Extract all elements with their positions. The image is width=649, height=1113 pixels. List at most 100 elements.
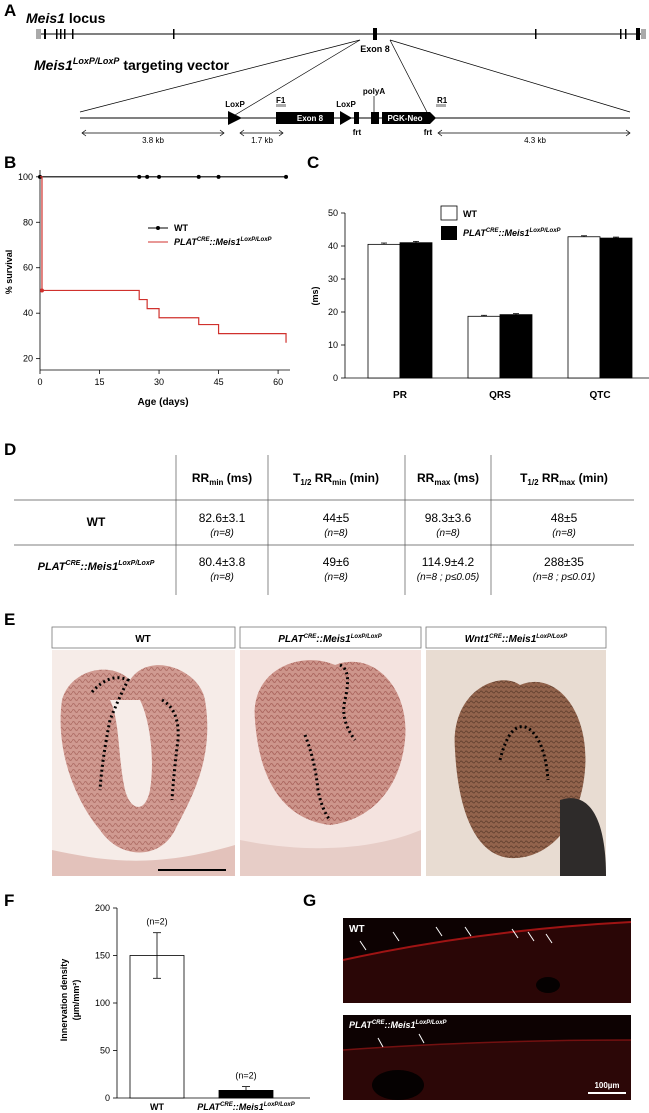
panel-letter-c: C xyxy=(307,153,319,172)
c-bar-QTC-0 xyxy=(567,236,601,379)
dist-1-7kb: 1.7 kb xyxy=(251,136,273,145)
b-xtick-label: 30 xyxy=(154,377,164,387)
e-title-plat: PLATCRE::Meis1LoxP/LoxP xyxy=(278,634,383,645)
g-scale-label: 100µm xyxy=(594,1081,619,1090)
b-ytick-label: 60 xyxy=(23,263,33,273)
fluorescence-wt: WT xyxy=(342,918,632,1003)
panel-letter-f: F xyxy=(4,891,14,910)
c-category-label: QRS xyxy=(489,390,511,401)
kinetics-table xyxy=(14,455,634,595)
panel-letter-d: D xyxy=(4,440,16,459)
table-cell-n: (n=8 ; p≤0.05) xyxy=(417,572,479,583)
f-ylabel-1: Innervation density xyxy=(59,959,69,1042)
row-label-wt: WT xyxy=(87,515,106,529)
b-ytick-label: 40 xyxy=(23,308,33,318)
b-censor-mark xyxy=(157,174,162,179)
targeting-vector-map xyxy=(80,104,630,125)
frt1-label: frt xyxy=(353,128,362,137)
pgk-neo-box xyxy=(382,112,436,124)
f-xlabel-wt: WT xyxy=(150,1102,164,1112)
table-cell-n: (n=8) xyxy=(324,528,348,539)
c-bar-QRS-1 xyxy=(499,314,533,379)
f-xlabel-plat: PLATCRE::Meis1LoxP/LoxP xyxy=(197,1102,296,1112)
b-ytick-label: 80 xyxy=(23,217,33,227)
f-ytick-label: 150 xyxy=(95,951,110,961)
exon8-vector-label: Exon 8 xyxy=(297,114,324,123)
locus-title: Meis1 locus xyxy=(26,10,106,26)
b-ylabel: % survival xyxy=(4,250,14,295)
table-cell-value: 44±5 xyxy=(323,511,350,525)
table-cell-n: (n=8 ; p≤0.01) xyxy=(533,572,595,583)
c-ytick-label: 40 xyxy=(328,241,338,251)
b-ytick-label: 20 xyxy=(23,354,33,364)
dist-4-3kb: 4.3 kb xyxy=(524,136,546,145)
c-bar-QRS-0 xyxy=(467,315,501,379)
loxp1-label: LoxP xyxy=(225,100,245,109)
table-cell-n: (n=8) xyxy=(324,572,348,583)
c-category-label: QTC xyxy=(589,390,610,401)
c-ylabel: (ms) xyxy=(310,286,320,305)
innervation-chart: 0 50 100 150 200 (n=2) (n=2) xyxy=(95,903,310,1103)
f-ytick-label: 100 xyxy=(95,998,110,1008)
f-n-annotation: (n=2) xyxy=(235,1071,256,1081)
loxp2-label: LoxP xyxy=(336,100,356,109)
g-label-wt: WT xyxy=(349,924,365,935)
b-censor-mark xyxy=(137,174,142,179)
b-legend: WT PLATCRE::Meis1LoxP/LoxP xyxy=(148,223,273,247)
ecg-interval-chart: 0 10 20 30 40 50 PR QRS QTC xyxy=(328,208,649,401)
f-ylabel-2: (µm/mm²) xyxy=(71,980,81,1021)
panel-letter-b: B xyxy=(4,153,16,172)
g-label-plat: PLATCRE::Meis1LoxP/LoxP xyxy=(349,1020,448,1030)
table-cell-n: (n=8) xyxy=(210,572,234,583)
table-cell-n: (n=8) xyxy=(210,528,234,539)
fluorescence-plat: PLATCRE::Meis1LoxP/LoxP 100µm xyxy=(342,1015,632,1100)
table-cell-value: 49±6 xyxy=(323,555,350,569)
b-xtick-label: 15 xyxy=(95,377,105,387)
b-censor-mark xyxy=(284,174,289,179)
table-cells: 82.6±3.1 (n=8) 44±5 (n=8) 98.3±3.6 (n=8) 48±5 (… xyxy=(199,511,596,583)
c-ytick-label: 0 xyxy=(333,373,338,383)
table-cell-value: 98.3±3.6 xyxy=(425,511,472,525)
f-ytick-label: 200 xyxy=(95,903,110,913)
f-bar-0 xyxy=(129,955,185,1099)
f-n-annotation: (n=2) xyxy=(146,917,167,927)
hdr-t12-rrmax: T1/2 RRmax (min) xyxy=(520,471,608,487)
frt2-label: frt xyxy=(424,128,433,137)
c-ytick-label: 50 xyxy=(328,208,338,218)
table-cell-value: 80.4±3.8 xyxy=(199,555,246,569)
histology-wt: WT xyxy=(51,626,236,876)
row-label-plat: PLATCRE::Meis1LoxP/LoxP xyxy=(38,560,155,573)
f1-label: F1 xyxy=(276,96,286,105)
distance-arrows xyxy=(81,129,631,137)
c-bar-QTC-1 xyxy=(599,237,633,379)
loxp2-triangle xyxy=(340,111,352,125)
panel-letter-g: G xyxy=(303,891,316,910)
e-title-wt: WT xyxy=(135,634,151,645)
vector-title: Meis1LoxP/LoxP targeting vector xyxy=(34,56,230,73)
dist-3-8kb: 3.8 kb xyxy=(142,136,164,145)
survival-chart: 20 40 60 80 100 0 15 30 45 60 xyxy=(18,170,290,387)
exon8-locus-label: Exon 8 xyxy=(360,44,390,54)
b-legend-plat: PLATCRE::Meis1LoxP/LoxP xyxy=(174,237,273,247)
c-bar-PR-1 xyxy=(399,242,433,379)
table-cell-value: 48±5 xyxy=(551,511,578,525)
table-cell-value: 288±35 xyxy=(544,555,584,569)
b-legend-wt: WT xyxy=(174,223,188,233)
c-ytick-label: 10 xyxy=(328,340,338,350)
table-cell-n: (n=8) xyxy=(552,528,576,539)
r1-label: R1 xyxy=(437,96,448,105)
c-legend-wt: WT xyxy=(463,209,477,219)
hdr-rrmax: RRmax (ms) xyxy=(417,471,479,487)
c-bar-PR-0 xyxy=(367,243,401,379)
hdr-t12-rrmin: T1/2 RRmin (min) xyxy=(293,471,379,487)
b-xtick-label: 60 xyxy=(273,377,283,387)
zoom-lines xyxy=(79,39,631,119)
c-category-label: PR xyxy=(393,390,408,401)
b-xtick-label: 0 xyxy=(37,377,42,387)
c-ytick-label: 30 xyxy=(328,274,338,284)
histology-wnt1: Wnt1CRE::Meis1LoxP/LoxP xyxy=(425,626,607,876)
b-xlabel: Age (days) xyxy=(137,397,188,408)
panel-letter-e: E xyxy=(4,610,15,629)
table-header: RRmin (ms) T1/2 RRmin (min) RRmax (ms) T… xyxy=(192,471,608,487)
